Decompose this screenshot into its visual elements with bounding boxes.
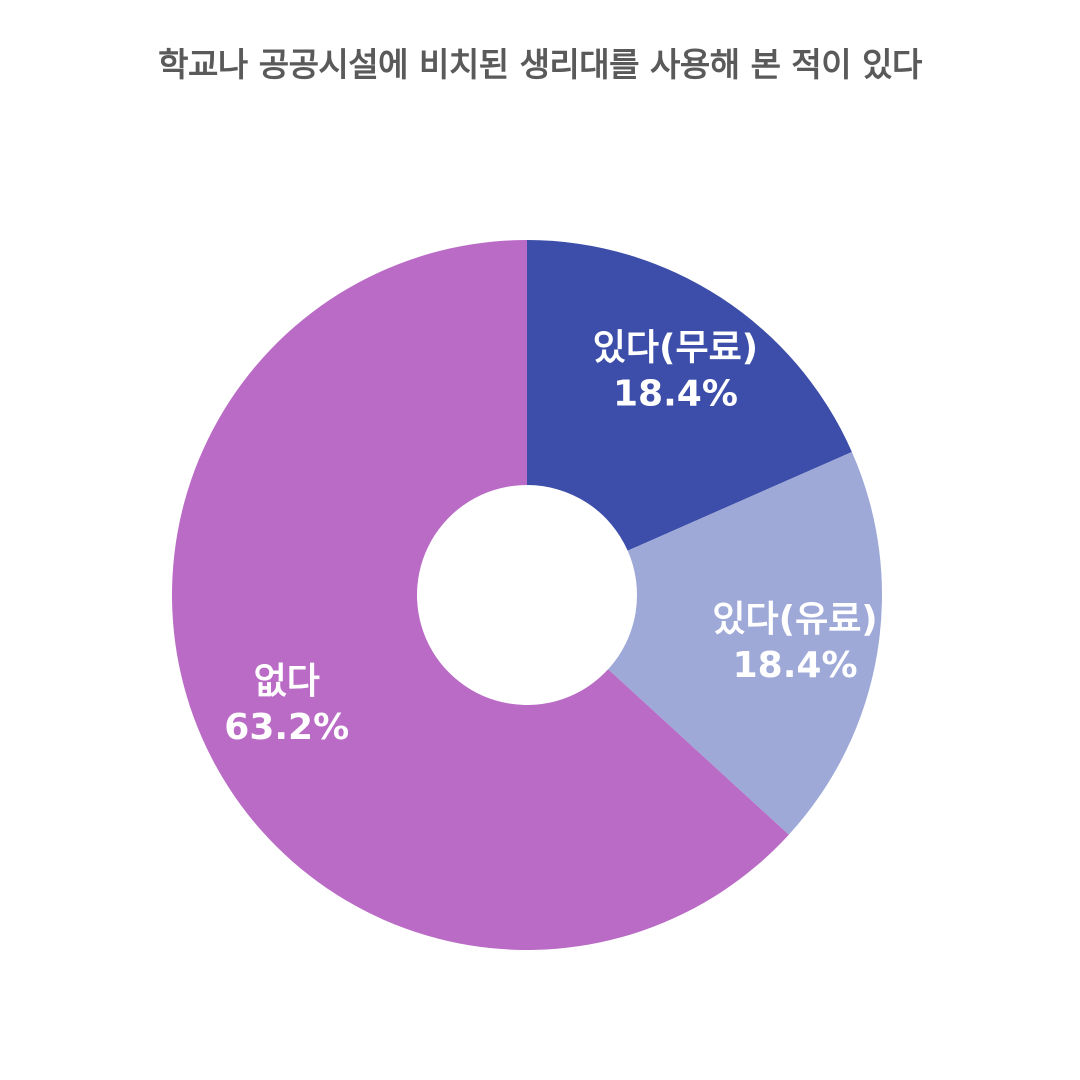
chart-title: 학교나 공공시설에 비치된 생리대를 사용해 본 적이 있다 (158, 45, 922, 84)
donut-slices (172, 240, 883, 950)
slice-labels: 있다(무료) 18.4% 있다(유료) 18.4% 없다 63.2% (224, 327, 877, 747)
slice-2 (172, 240, 789, 950)
slice-label-2: 없다 (254, 661, 320, 702)
slice-1 (608, 451, 883, 835)
slice-0 (527, 240, 852, 551)
slice-label-1: 있다(유료) (712, 599, 877, 640)
slice-label-0: 있다(무료) (593, 327, 758, 368)
slice-value-2: 63.2% (224, 707, 349, 748)
slice-value-0: 18.4% (613, 373, 738, 414)
slice-value-1: 18.4% (733, 645, 858, 686)
